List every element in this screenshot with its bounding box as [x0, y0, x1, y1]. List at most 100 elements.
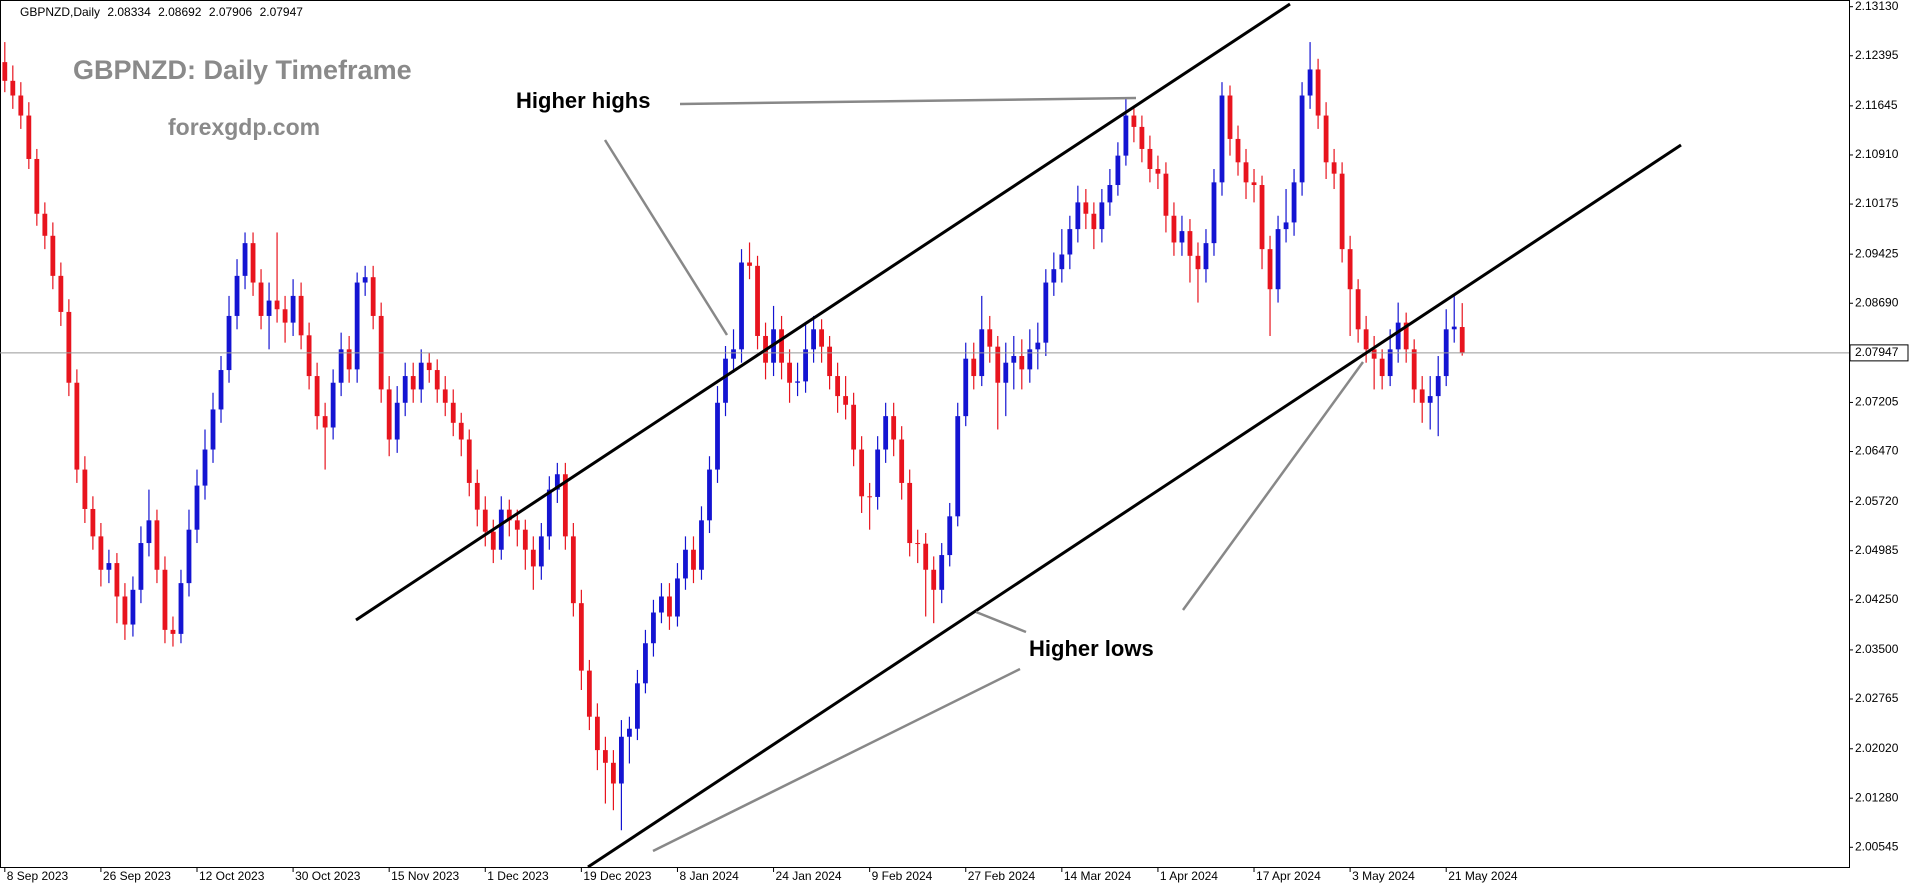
candle-body [602, 750, 608, 763]
x-tick-label: 12 Oct 2023 [199, 869, 265, 883]
candle-body [779, 329, 784, 363]
candle-body [1003, 362, 1009, 383]
x-tick-label: 17 Apr 2024 [1256, 869, 1321, 883]
x-tick-label: 26 Sep 2023 [103, 869, 171, 883]
candle-body [1219, 95, 1225, 183]
candle-body [843, 396, 849, 405]
candle-body [274, 300, 280, 310]
x-tick-label: 8 Sep 2023 [7, 869, 69, 883]
candle-body [1299, 95, 1305, 183]
candle-body [1387, 349, 1393, 377]
candle-body [450, 402, 456, 423]
candle-body [1067, 229, 1073, 255]
candle-body [1035, 342, 1041, 350]
candle-body [931, 569, 937, 590]
y-tick-label: 2.01280 [1855, 790, 1899, 804]
candle-body [1115, 155, 1121, 186]
candle-body [883, 416, 889, 450]
pointer-line [679, 96, 1137, 106]
candle-body [1011, 356, 1017, 363]
y-tick-label: 2.10910 [1855, 147, 1899, 161]
candle-body [619, 736, 624, 784]
candle-body [98, 536, 104, 570]
candle-body [739, 262, 744, 350]
candle-body [1235, 138, 1241, 163]
candle-body [995, 346, 1001, 383]
candle-body [562, 474, 568, 537]
candle-body [506, 509, 512, 521]
candle-body [1283, 222, 1289, 230]
candle-body [851, 404, 857, 450]
candle-body [578, 603, 584, 671]
candle-body [522, 529, 528, 550]
candle-body [594, 716, 600, 751]
candle-body [34, 158, 40, 214]
candle-body [282, 309, 288, 323]
candle-body [402, 376, 408, 403]
x-tick-label: 21 May 2024 [1448, 869, 1518, 883]
candle-body [907, 482, 913, 544]
candle-body [1315, 69, 1321, 116]
candle-body [1195, 255, 1201, 270]
candle-body [1427, 396, 1433, 403]
candle-body [1139, 126, 1145, 149]
pointer-line [652, 667, 1021, 853]
candle-body [747, 262, 752, 266]
candle-body [346, 349, 352, 370]
candle-body [1211, 182, 1217, 244]
candle-body [1019, 356, 1025, 370]
candle-body [218, 370, 224, 410]
candle-body [538, 536, 544, 567]
low-value: 2.07906 [209, 5, 253, 19]
high-value: 2.08692 [158, 5, 202, 19]
candle-body [266, 300, 272, 316]
candle-body [659, 596, 664, 613]
candle-body [1379, 358, 1385, 377]
symbol: GBPNZD,Daily [20, 5, 100, 19]
candle-body [258, 282, 264, 316]
candle-body [939, 555, 945, 590]
candle-body [683, 549, 688, 579]
candle-body [707, 469, 712, 521]
candle-body [490, 531, 496, 550]
candle-body [1451, 326, 1457, 330]
candle-body [795, 381, 800, 383]
x-tick-label: 1 Dec 2023 [487, 869, 549, 883]
y-tick-label: 2.08690 [1855, 295, 1899, 309]
candle-body [827, 346, 833, 377]
candle-body [691, 549, 696, 570]
candle-body [1371, 349, 1377, 359]
candle-body [442, 389, 448, 403]
candle-body [50, 235, 56, 276]
candle-body [466, 439, 472, 483]
candle-body [1459, 327, 1465, 353]
candle-body [162, 569, 168, 630]
trend-lines [355, 2, 1682, 869]
pointer-line [975, 610, 1027, 634]
candle-body [1243, 162, 1249, 183]
candle-body [723, 358, 728, 403]
x-tick-label: 8 Jan 2024 [679, 869, 739, 883]
y-tick-label: 2.04250 [1855, 592, 1899, 606]
candle-body [250, 243, 256, 283]
y-tick-label: 2.12395 [1855, 48, 1899, 62]
candle-body [482, 509, 488, 532]
candle-body [530, 549, 536, 567]
y-tick-label: 2.02765 [1855, 691, 1899, 705]
candle-body [386, 389, 392, 440]
candle-body [835, 376, 841, 397]
y-tick-label: 2.05720 [1855, 494, 1899, 508]
candle-body [1347, 249, 1353, 290]
candle-body [987, 329, 993, 347]
x-tick-label: 24 Jan 2024 [776, 869, 842, 883]
candle-body [1339, 173, 1345, 250]
price-label: 2.07947 [1855, 345, 1899, 359]
candle-body [426, 362, 432, 371]
candle-body [1331, 162, 1337, 174]
candle-body [1403, 322, 1409, 350]
candle-body [362, 277, 368, 283]
y-tick-label: 2.07205 [1855, 395, 1899, 409]
candle-body [627, 728, 632, 737]
candle-body [1419, 389, 1425, 403]
candle-body [963, 358, 969, 417]
